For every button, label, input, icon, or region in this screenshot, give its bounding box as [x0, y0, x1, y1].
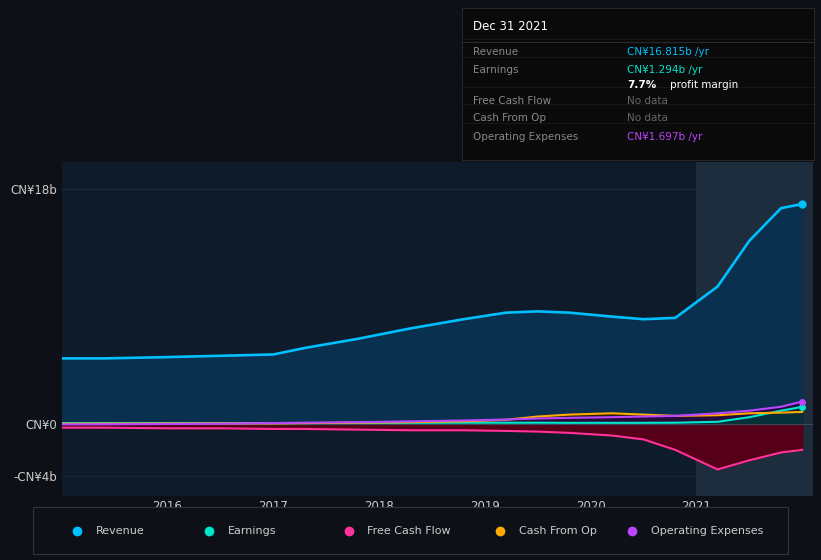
Text: No data: No data: [627, 113, 668, 123]
Text: Free Cash Flow: Free Cash Flow: [368, 526, 451, 535]
Text: No data: No data: [627, 96, 668, 106]
Text: Operating Expenses: Operating Expenses: [651, 526, 763, 535]
Text: Cash From Op: Cash From Op: [473, 113, 546, 123]
Text: Free Cash Flow: Free Cash Flow: [473, 96, 551, 106]
Text: CN¥16.815b /yr: CN¥16.815b /yr: [627, 47, 709, 57]
Text: CN¥1.697b /yr: CN¥1.697b /yr: [627, 132, 703, 142]
Text: Cash From Op: Cash From Op: [519, 526, 596, 535]
Text: Revenue: Revenue: [95, 526, 144, 535]
Text: Dec 31 2021: Dec 31 2021: [473, 20, 548, 33]
Text: CN¥1.294b /yr: CN¥1.294b /yr: [627, 66, 703, 76]
Text: Earnings: Earnings: [473, 66, 518, 76]
Text: Revenue: Revenue: [473, 47, 518, 57]
Text: 7.7%: 7.7%: [627, 80, 657, 90]
Text: Operating Expenses: Operating Expenses: [473, 132, 578, 142]
Bar: [696, 162, 813, 496]
Text: profit margin: profit margin: [670, 80, 738, 90]
Text: Earnings: Earnings: [227, 526, 276, 535]
